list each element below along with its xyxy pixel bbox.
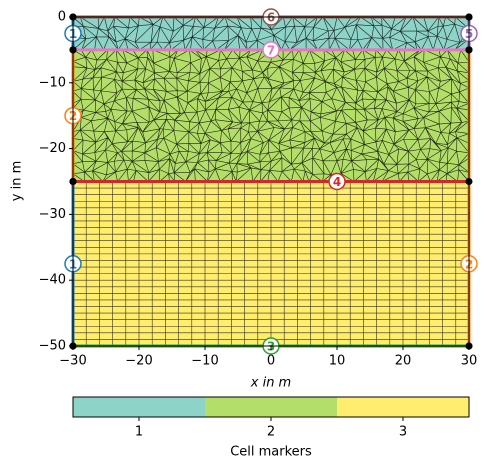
colorbar-tick-label: 3 <box>399 425 407 440</box>
x-tick-label: 20 <box>395 354 412 369</box>
boundary-marker: 7 <box>267 43 275 57</box>
y-tick-label: 0 <box>58 10 66 25</box>
y-tick-label: −40 <box>39 273 66 288</box>
colorbar-label: Cell markers <box>230 445 312 460</box>
x-tick-label: −20 <box>125 354 152 369</box>
y-tick-label: −10 <box>39 75 66 90</box>
y-tick-label: −30 <box>39 207 66 222</box>
x-axis-label: x in m <box>250 376 291 391</box>
marker-badge <box>328 172 346 191</box>
y-tick-label: −50 <box>39 339 66 354</box>
mesh <box>72 16 470 347</box>
x-tick-label: 10 <box>329 354 346 369</box>
y-axis-label: y in m <box>10 161 25 201</box>
y-tick-label: −20 <box>39 141 66 156</box>
colorbar-block <box>73 397 206 417</box>
colorbar-tick-label: 2 <box>267 425 275 440</box>
marker-badge <box>262 41 280 59</box>
colorbar-tick-label: 1 <box>135 425 143 440</box>
boundary-marker: 4 <box>333 175 341 189</box>
x-tick-label: 0 <box>267 354 275 369</box>
colorbar-frame <box>72 396 470 418</box>
colorbar-block <box>337 397 470 417</box>
colorbar-block <box>205 397 338 417</box>
x-tick-label: −10 <box>191 354 218 369</box>
x-tick-label: −30 <box>59 354 86 369</box>
x-tick-label: 30 <box>461 354 478 369</box>
